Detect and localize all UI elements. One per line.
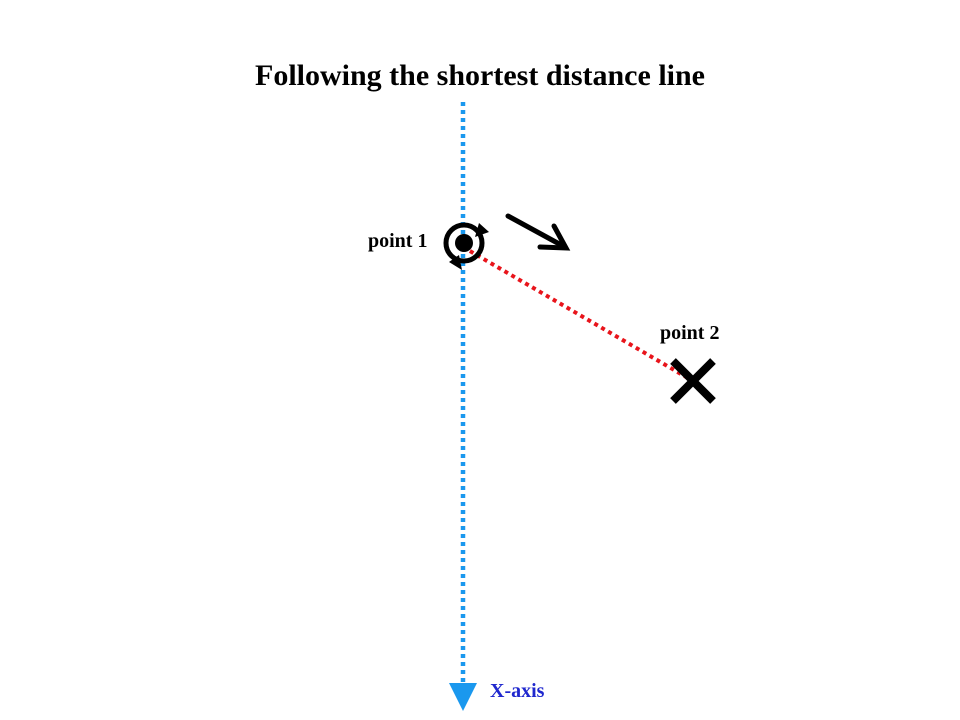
arrow-down-right-icon — [505, 213, 571, 251]
shortest-distance-line — [461, 245, 695, 383]
x-axis-arrowhead — [449, 683, 477, 711]
x-axis-label: X-axis — [490, 680, 545, 702]
point2-label: point 2 — [660, 322, 720, 344]
diagram-title: Following the shortest distance line — [255, 59, 705, 92]
x-mark-icon — [670, 358, 716, 404]
point1-label: point 1 — [368, 230, 428, 252]
target-rotation-icon — [443, 222, 489, 270]
